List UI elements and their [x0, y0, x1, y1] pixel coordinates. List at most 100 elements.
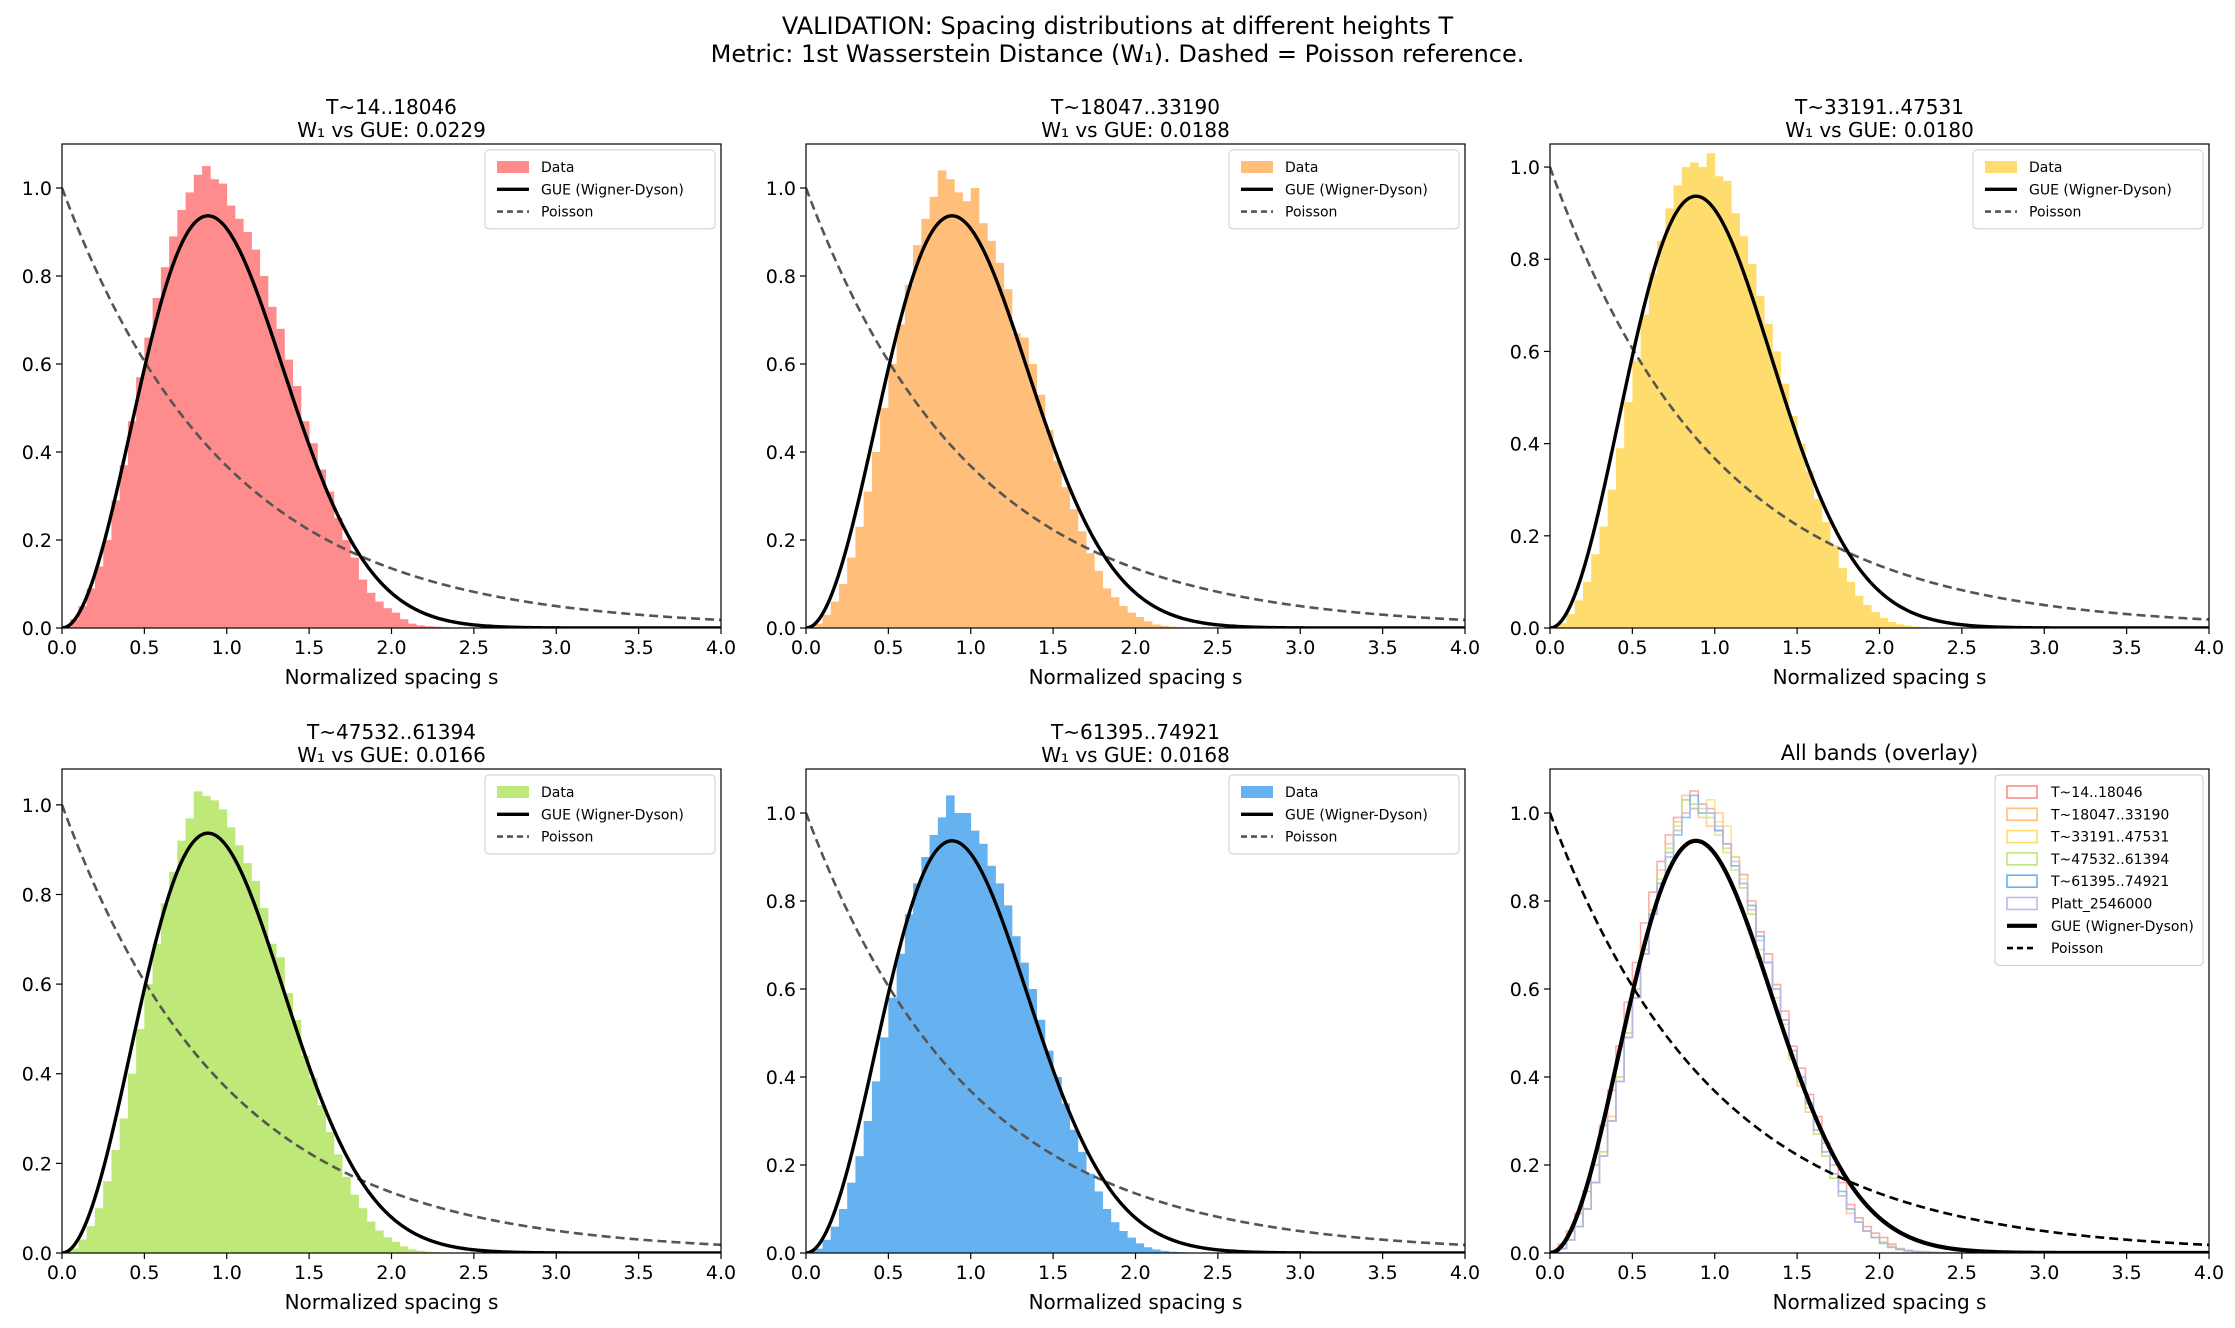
histogram-bar	[1143, 621, 1153, 628]
histogram-bar	[970, 830, 980, 1253]
histogram-bar	[1599, 526, 1609, 628]
histogram-bar	[1135, 1243, 1145, 1253]
histogram-bar	[1582, 581, 1592, 628]
x-tick-label: 2.5	[459, 637, 489, 659]
histogram-bar	[1739, 236, 1749, 628]
x-tick-label: 3.5	[624, 637, 654, 659]
histogram-bar	[193, 791, 203, 1253]
histogram-bar	[1036, 1019, 1046, 1253]
legend: Data GUE (Wigner-Dyson) Poisson	[1972, 149, 2204, 230]
histogram-bar	[1044, 430, 1054, 628]
histogram-bar	[1632, 360, 1642, 628]
y-tick-label: 0.2	[22, 530, 52, 552]
histogram-bar	[1871, 611, 1880, 628]
legend-box	[1228, 149, 1460, 230]
histogram-bar	[111, 500, 121, 628]
x-tick-label: 3.5	[2112, 1262, 2142, 1284]
histogram-bar	[830, 601, 840, 628]
x-tick-label: 2.0	[376, 637, 406, 659]
histogram-bar	[210, 179, 219, 628]
histogram-bar	[94, 1208, 104, 1253]
histogram-bar	[243, 232, 252, 628]
histogram-bar	[1863, 604, 1872, 628]
legend-label: Poisson	[1285, 205, 1337, 221]
histogram-bar	[152, 298, 162, 628]
histogram-bar	[863, 1121, 873, 1253]
histogram-bar	[1011, 936, 1021, 1253]
histogram-bar	[218, 183, 228, 628]
legend-label: Poisson	[541, 830, 593, 846]
histogram-bar	[383, 608, 392, 628]
histogram-bar	[1846, 581, 1856, 628]
x-axis-label: Normalized spacing s	[1773, 665, 1987, 689]
legend-swatch-data	[497, 786, 529, 798]
y-tick-label: 0.2	[766, 530, 796, 552]
histogram-bar	[970, 188, 980, 628]
x-tick-label: 3.5	[1368, 1262, 1398, 1284]
panel-subtitle: W₁ vs GUE: 0.0166	[297, 743, 486, 767]
y-tick-label: 0.2	[1510, 1155, 1540, 1177]
histogram-bar	[127, 1073, 137, 1253]
x-tick-label: 0.5	[1617, 1262, 1647, 1284]
y-tick-label: 0.0	[766, 618, 796, 640]
y-tick-label: 0.6	[766, 354, 796, 376]
x-axis-label: Normalized spacing s	[1029, 665, 1243, 689]
histogram-bar	[1119, 606, 1128, 628]
legend-box	[484, 774, 716, 855]
x-tick-label: 4.0	[1450, 637, 1480, 659]
histogram-bar	[300, 421, 310, 628]
histogram-bar	[317, 1105, 326, 1253]
x-tick-label: 4.0	[2194, 637, 2224, 659]
x-tick-label: 0.0	[1535, 1262, 1565, 1284]
chart-panel-4: 0.0 0.5 1.0 1.5 2.0 2.5 3.0 3.5 4.0 0.0 0.2 0.4 0.6 0…	[22, 720, 736, 1314]
x-tick-label: 2.0	[1864, 637, 1894, 659]
histogram-bar	[1690, 162, 1699, 628]
histogram-bar	[1780, 383, 1790, 628]
histogram-bar	[1698, 167, 1707, 628]
histogram-bar	[847, 557, 856, 628]
x-tick-label: 1.0	[212, 637, 242, 659]
histogram-bar	[407, 1249, 417, 1253]
x-tick-label: 1.0	[956, 1262, 986, 1284]
legend-label: GUE (Wigner-Dyson)	[2029, 182, 2172, 198]
y-tick-label: 0.0	[766, 1243, 796, 1265]
histogram-bar	[407, 623, 417, 628]
x-tick-label: 2.0	[1864, 1262, 1894, 1284]
y-tick-label: 0.8	[1510, 249, 1540, 271]
histogram-bar	[383, 1237, 392, 1253]
histogram-bar	[169, 236, 178, 628]
legend-label: Poisson	[541, 205, 593, 221]
x-tick-label: 3.0	[2029, 637, 2059, 659]
histogram-bar	[399, 1246, 409, 1253]
histogram-bar	[1119, 1231, 1128, 1253]
x-tick-label: 3.0	[541, 637, 571, 659]
histogram-bar	[1879, 617, 1889, 628]
histogram-bar	[871, 1081, 881, 1253]
legend: T~14..18046 T~18047..33190 T~33191..47531 T…	[1994, 774, 2204, 966]
histogram-bar	[1838, 568, 1847, 628]
histogram-bar	[325, 1132, 335, 1253]
histogram-bar	[78, 606, 88, 628]
x-tick-label: 4.0	[2194, 1262, 2224, 1284]
histogram-bar	[954, 813, 963, 1253]
legend-swatch-band	[2006, 785, 2038, 799]
histogram-bar	[309, 1078, 318, 1253]
panel-subtitle: W₁ vs GUE: 0.0168	[1041, 743, 1230, 767]
histogram-bar	[234, 218, 244, 628]
histogram-bar	[929, 196, 939, 628]
plot-area	[806, 795, 1465, 1253]
x-tick-label: 0.0	[47, 1262, 77, 1284]
x-tick-label: 2.5	[459, 1262, 489, 1284]
histogram-bar	[995, 883, 1005, 1253]
histogram-bar	[226, 205, 236, 628]
panel-title: All bands (overlay)	[1781, 741, 1979, 765]
histogram-bar	[1069, 1129, 1079, 1253]
legend-swatch-band	[2006, 874, 2038, 889]
histogram-bar	[342, 1176, 351, 1253]
histogram-bar	[913, 245, 922, 628]
legend: Data GUE (Wigner-Dyson) Poisson	[484, 149, 716, 230]
legend-label: Platt_2546000	[2051, 897, 2152, 913]
histogram-bar	[888, 364, 898, 628]
poisson-curve	[806, 812, 1465, 1247]
x-tick-label: 0.5	[873, 637, 903, 659]
